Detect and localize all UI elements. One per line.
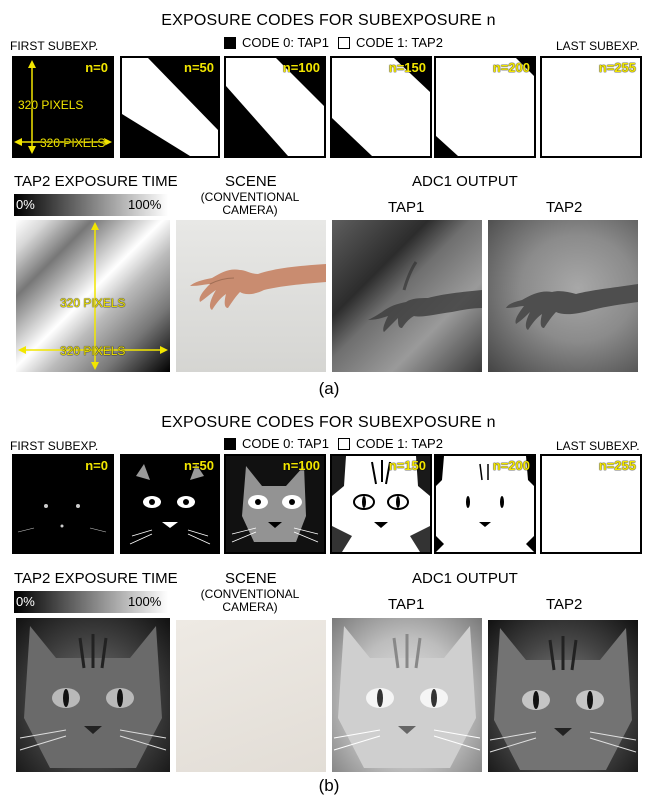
- a-tile-n200: n=200: [434, 56, 536, 158]
- b-tile-label: n=50: [184, 458, 214, 473]
- a-scene-title: SCENE: [225, 173, 277, 190]
- a-exposure-gradient-bar: [14, 194, 168, 216]
- b-tile-label: n=255: [598, 458, 636, 473]
- b-tile-n50: n=50: [120, 454, 220, 554]
- cat-photo: [19, 626, 167, 768]
- a-legend-code1: CODE 1: TAP2: [338, 35, 443, 50]
- code0-swatch: [224, 438, 236, 450]
- a-tile-label: n=200: [492, 60, 530, 75]
- a-pixels-label-h: 320 PIXELS: [40, 136, 106, 150]
- b-tile-label: n=200: [492, 458, 530, 473]
- a-tile-label: n=255: [598, 60, 636, 75]
- a-tile-n50: n=50: [120, 56, 220, 158]
- b-tile-n200: n=200: [434, 454, 536, 554]
- a-map-pixels-h: 320 PIXELS: [60, 344, 126, 358]
- b-last-subexp-label: LAST SUBEXP.: [556, 439, 640, 453]
- b-exposure-map-cat: [16, 618, 170, 772]
- b-tile-n0: n=0: [12, 454, 114, 554]
- b-legend-code1: CODE 1: TAP2: [338, 436, 443, 451]
- b-scale-max: 100%: [128, 594, 162, 609]
- a-adc-title: ADC1 OUTPUT: [412, 173, 518, 190]
- a-tile-n0: n=0 320 PIXELS 320 PIXELS: [12, 56, 114, 158]
- a-tile-label: n=150: [388, 60, 426, 75]
- a-scale-min: 0%: [16, 197, 35, 212]
- a-tap2-label: TAP2: [546, 199, 583, 216]
- a-scale-max: 100%: [128, 197, 162, 212]
- b-scale-min: 0%: [16, 594, 35, 609]
- a-tile-label: n=100: [282, 60, 320, 75]
- a-last-subexp-label: LAST SUBEXP.: [556, 39, 640, 53]
- a-tap1-label: TAP1: [388, 199, 425, 216]
- b-title: EXPOSURE CODES FOR SUBEXPOSURE n: [161, 414, 496, 431]
- a-tap2-exposure-title: TAP2 EXPOSURE TIME: [14, 173, 178, 190]
- a-pixels-label-v: 320 PIXELS: [18, 98, 84, 112]
- a-title: EXPOSURE CODES FOR SUBEXPOSURE n: [161, 12, 496, 29]
- b-tile-label: n=150: [388, 458, 426, 473]
- a-scene-image: [176, 220, 326, 372]
- a-tile-n100: n=100: [224, 56, 326, 158]
- code1-swatch: [338, 438, 350, 450]
- a-tile-label: n=50: [184, 60, 214, 75]
- b-scene-caption: (CONVENTIONAL CAMERA): [200, 587, 300, 614]
- a-sublabel: (a): [318, 379, 340, 398]
- b-tile-n100: n=100: [224, 454, 326, 554]
- b-scene-image: [176, 620, 326, 772]
- b-tile-label: n=0: [85, 458, 108, 473]
- b-tap1-output: [332, 618, 482, 772]
- a-tile-label: n=0: [85, 60, 108, 75]
- a-tile-n150: n=150: [330, 56, 432, 158]
- hand-photo: [190, 264, 326, 310]
- b-adc-title: ADC1 OUTPUT: [412, 570, 518, 587]
- b-tap1-label: TAP1: [388, 596, 425, 613]
- b-scene-title: SCENE: [225, 570, 277, 587]
- b-tile-n255: n=255: [540, 454, 642, 554]
- b-tile-n150: n=150: [330, 454, 432, 554]
- a-map-pixels-v: 320 PIXELS: [60, 296, 126, 310]
- a-exposure-map: 320 PIXELS 320 PIXELS: [16, 220, 170, 372]
- a-legend-code0: CODE 0: TAP1: [224, 35, 329, 50]
- b-legend-code0: CODE 0: TAP1: [224, 436, 329, 451]
- a-scene-caption: (CONVENTIONAL CAMERA): [200, 190, 300, 217]
- a-tile-n255: n=255: [540, 56, 642, 158]
- a-tile-arrows: [14, 60, 112, 154]
- code1-swatch: [338, 37, 350, 49]
- b-sublabel: (b): [318, 776, 340, 795]
- a-tap2-output: [488, 220, 638, 372]
- a-tap1-output: [332, 220, 482, 372]
- b-tap2-label: TAP2: [546, 596, 583, 613]
- b-first-subexp-label: FIRST SUBEXP.: [10, 439, 99, 453]
- b-exposure-gradient-bar: [14, 591, 168, 613]
- code0-swatch: [224, 37, 236, 49]
- b-tap2-exposure-title: TAP2 EXPOSURE TIME: [14, 570, 178, 587]
- a-first-subexp-label: FIRST SUBEXP.: [10, 39, 99, 53]
- b-tap2-output: [488, 620, 638, 772]
- b-tile-label: n=100: [282, 458, 320, 473]
